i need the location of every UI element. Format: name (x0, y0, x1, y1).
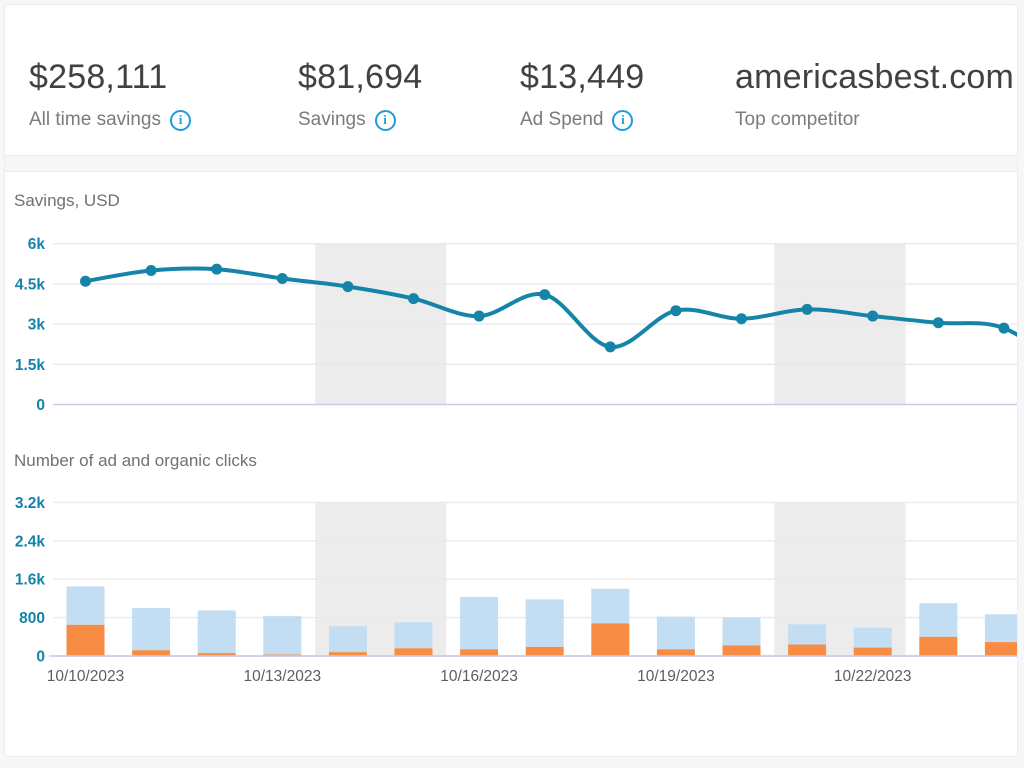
y-tick-label: 0 (36, 649, 45, 666)
bar-segment-organic (328, 626, 367, 653)
section-divider (5, 155, 1017, 172)
stat-label: Savings (298, 109, 366, 130)
x-axis-label: 10/13/2023 (244, 668, 322, 685)
data-point (932, 317, 944, 329)
bar-segment-ad (984, 642, 1017, 656)
info-icon[interactable]: i (612, 109, 634, 131)
stat-all-time-savings: $258,111 All time savings i (29, 57, 191, 131)
stat-label-row: Ad Spend i (520, 109, 644, 131)
stat-value: $13,449 (520, 58, 645, 96)
y-tick-label: 6k (28, 236, 46, 253)
x-axis-label: 10/19/2023 (637, 668, 715, 685)
savings-line-chart: 0 1.5k 3k 4.5k 6k (15, 236, 1017, 414)
data-point (736, 313, 747, 325)
bar-segment-organic (460, 596, 499, 650)
stat-value: $81,694 (298, 58, 423, 96)
bar-segment-ad (197, 653, 236, 656)
bar-segment-organic (984, 614, 1017, 643)
bar-segment-ad (394, 648, 433, 656)
stat-label-row: All time savings i (29, 109, 191, 131)
bar-segment-ad (263, 654, 302, 656)
info-icon[interactable]: i (374, 109, 396, 131)
data-point (867, 310, 879, 322)
bar-segment-ad (66, 624, 105, 656)
bar-segment-ad (919, 636, 958, 656)
y-tick-label: 1.5k (15, 357, 46, 374)
bar-segment-ad (132, 650, 171, 656)
bar-segment-ad (788, 644, 827, 656)
stat-top-competitor: americasbest.com Top competitor (735, 57, 1014, 131)
stat-label-row: Savings i (298, 109, 422, 131)
stat-ad-spend: $13,449 Ad Spend i (520, 57, 644, 131)
bar-segment-ad (460, 649, 499, 656)
y-tick-label: 3.2k (15, 495, 46, 512)
stat-savings: $81,694 Savings i (298, 57, 422, 131)
x-axis-label: 10/22/2023 (834, 668, 912, 685)
data-point (211, 263, 223, 275)
data-point (145, 265, 157, 276)
bar-segment-ad (853, 647, 892, 656)
stat-value: $258,111 (29, 58, 168, 96)
bar-segment-organic (263, 616, 302, 655)
bar-segment-organic (394, 622, 433, 649)
stat-label-row: Top competitor (735, 109, 1014, 131)
bar-segment-organic (66, 586, 105, 625)
bar-segment-organic (919, 603, 958, 637)
x-axis-label: 10/16/2023 (440, 668, 518, 685)
data-point (473, 310, 485, 322)
data-point (539, 289, 551, 301)
stat-label: All time savings (29, 109, 161, 130)
bar-segment-organic (853, 627, 892, 648)
y-tick-label: 0 (36, 397, 45, 414)
bar-segment-ad (591, 623, 630, 656)
bar-segment-organic (525, 599, 564, 647)
data-point (80, 275, 91, 287)
y-tick-label: 2.4k (15, 533, 46, 550)
data-point (604, 341, 616, 353)
y-tick-label: 3k (28, 317, 46, 334)
savings-line (83, 266, 1017, 349)
bar-segment-organic (788, 624, 827, 645)
clicks-bar-chart: 0 800 1.6k 2.4k 3.2k 10/10/2023 10/13/2023 10/1… (15, 495, 1017, 685)
data-point (276, 273, 288, 285)
stat-label: Top competitor (735, 109, 860, 130)
data-point (408, 293, 419, 305)
bar-segment-organic (656, 616, 695, 650)
line-chart-title: Savings, USD (14, 191, 120, 210)
stat-value: americasbest.com (735, 58, 1015, 96)
info-icon[interactable]: i (170, 109, 191, 131)
data-point (801, 303, 813, 315)
bar-segment-organic (132, 608, 171, 651)
bar-segment-ad (525, 646, 564, 656)
data-point (342, 281, 354, 293)
bar-segment-ad (722, 645, 761, 656)
bar-chart-title: Number of ad and organic clicks (14, 451, 257, 470)
bar-segment-organic (591, 588, 630, 624)
y-tick-label: 4.5k (15, 276, 46, 293)
dashboard-card: $258,111 All time savings i $81,694 Savi… (4, 4, 1018, 757)
x-axis-label: 10/10/2023 (47, 668, 125, 685)
data-point (998, 322, 1010, 334)
y-tick-label: 800 (19, 610, 45, 627)
data-point (670, 305, 682, 317)
y-tick-label: 1.6k (15, 572, 46, 589)
bar-segment-organic (197, 610, 236, 654)
stat-label: Ad Spend (520, 109, 604, 130)
bar-segment-ad (656, 649, 695, 656)
bar-segment-organic (722, 617, 761, 646)
bar-segment-ad (328, 652, 367, 656)
